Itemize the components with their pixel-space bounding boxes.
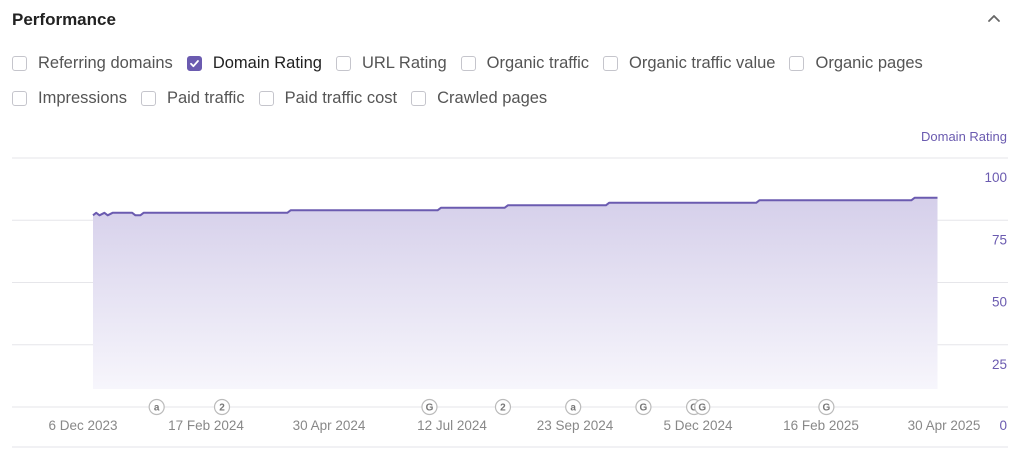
annotation-label: G — [823, 403, 831, 414]
checkbox-domain-rating[interactable]: Domain Rating — [186, 53, 322, 73]
annotation-label: G — [690, 403, 698, 414]
checkbox-unchecked-icon[interactable] — [12, 55, 27, 71]
checkbox-paid-traffic[interactable]: Paid traffic — [140, 88, 245, 108]
annotation-circle — [565, 398, 582, 416]
checkbox-unchecked-icon[interactable] — [12, 90, 27, 106]
checkbox-label: Organic pages — [815, 53, 923, 72]
annotation-circle — [213, 398, 231, 416]
checkbox-label: Paid traffic — [166, 88, 245, 107]
checkbox-label: Referring domains — [38, 53, 173, 72]
checkbox-label: Domain Rating — [212, 53, 322, 72]
annotation-circle — [694, 398, 711, 416]
panel-header: Performance — [12, 8, 1012, 32]
checkbox-crawled-pages[interactable]: Crawled pages — [411, 89, 547, 108]
checkbox-label: Organic traffic — [486, 53, 590, 72]
annotation-marker: a — [565, 398, 582, 416]
metric-checkbox-row-2: Impressions Paid traffic Paid traffic cost… — [12, 87, 561, 109]
collapse-button[interactable] — [984, 8, 1004, 28]
annotation-marker: G — [635, 398, 652, 416]
x-tick-label: 16 Feb 2025 — [783, 418, 859, 433]
checkbox-label: Impressions — [38, 88, 127, 107]
series-line — [92, 196, 938, 217]
checkbox-label: Paid traffic cost — [284, 88, 398, 107]
checkbox-unchecked-icon[interactable] — [789, 55, 805, 71]
checkbox-url-rating[interactable]: URL Rating — [335, 53, 447, 73]
checkbox-organic-traffic-value[interactable]: Organic traffic value — [603, 54, 775, 73]
checkbox-organic-traffic[interactable]: Organic traffic — [460, 53, 590, 73]
y-tick-label: 100 — [984, 170, 1007, 185]
checkbox-organic-pages[interactable]: Organic pages — [789, 53, 923, 73]
series-label: Domain Rating — [921, 129, 1007, 144]
x-tick-label: 23 Sep 2024 — [537, 418, 614, 433]
annotation-label: G — [426, 403, 434, 414]
annotation-marker: G — [421, 398, 438, 416]
annotation-marker: 2 — [213, 398, 231, 416]
metric-checkbox-row-1: Referring domains Domain Rating URL Rating… — [12, 52, 937, 74]
y-tick-label: 50 — [992, 295, 1007, 310]
y-tick-label: 75 — [992, 232, 1007, 247]
checkbox-unchecked-icon[interactable] — [258, 90, 274, 106]
annotation-marker: G — [694, 398, 711, 416]
annotation-circle — [421, 398, 438, 416]
annotation-marker: 2 — [494, 398, 512, 416]
checkbox-unchecked-icon[interactable] — [140, 90, 156, 106]
panel-title: Performance — [12, 10, 116, 29]
checkbox-checked-icon[interactable] — [186, 55, 202, 71]
checkbox-unchecked-icon[interactable] — [411, 90, 427, 106]
annotation-label: G — [640, 403, 648, 414]
annotation-circle — [494, 398, 512, 416]
annotation-marker: a — [148, 398, 165, 416]
checkbox-unchecked-icon[interactable] — [335, 55, 351, 71]
annotation-marker: G — [818, 398, 835, 416]
annotation-label: 2 — [500, 403, 506, 414]
checkbox-referring-domains[interactable]: Referring domains — [12, 54, 173, 73]
annotation-label: 2 — [219, 403, 225, 414]
y-tick-label: 25 — [992, 357, 1007, 372]
checkbox-paid-traffic-cost[interactable]: Paid traffic cost — [258, 88, 398, 108]
checkbox-impressions[interactable]: Impressions — [12, 89, 127, 108]
checkbox-label: Organic traffic value — [629, 53, 776, 72]
annotation-circle — [148, 398, 165, 416]
checkbox-unchecked-icon[interactable] — [460, 55, 476, 71]
checkbox-unchecked-icon[interactable] — [603, 55, 619, 71]
series-area — [93, 197, 938, 389]
chevron-up-icon — [988, 15, 1000, 22]
annotation-circle — [635, 398, 652, 416]
x-tick-label: 30 Apr 2025 — [908, 418, 981, 433]
checkbox-label: URL Rating — [361, 53, 447, 72]
x-tick-label: 5 Dec 2024 — [663, 418, 733, 433]
x-tick-label: 30 Apr 2024 — [293, 418, 366, 433]
x-tick-label: 12 Jul 2024 — [417, 418, 487, 433]
annotation-circle — [818, 398, 835, 416]
annotation-label: a — [570, 403, 576, 414]
annotation-label: a — [154, 403, 160, 414]
annotation-label: G — [698, 403, 706, 414]
x-tick-label: 6 Dec 2023 — [48, 418, 117, 433]
y-tick-label: 0 — [999, 418, 1007, 433]
x-tick-label: 17 Feb 2024 — [168, 418, 244, 433]
checkbox-label: Crawled pages — [437, 88, 548, 107]
